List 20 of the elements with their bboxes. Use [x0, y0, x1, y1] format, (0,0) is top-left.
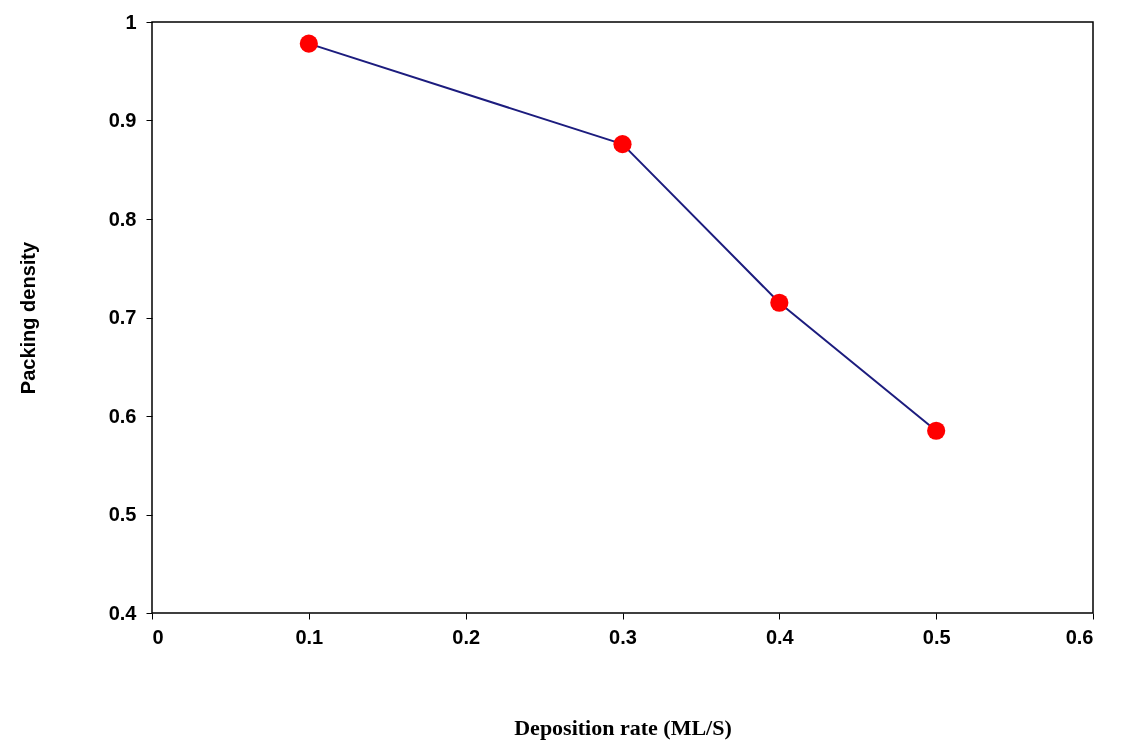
y-tick-label: 0.5 — [108, 503, 137, 525]
x-tick-label: 0.1 — [295, 625, 324, 648]
y-tick-label: 0.4 — [108, 601, 138, 624]
x-tick-label: 0.6 — [1065, 625, 1094, 648]
point — [770, 293, 789, 312]
point — [927, 421, 946, 440]
y-tick-label: 0.6 — [108, 404, 137, 427]
y-tick-label: 1 — [125, 10, 137, 33]
x-axis-title: Deposition rate (ML/S) — [514, 714, 732, 740]
y-axis-title: Packing density — [16, 240, 39, 395]
x-tick-label: 0.4 — [765, 625, 795, 648]
x-tick-label: 0.2 — [452, 625, 481, 648]
point — [613, 135, 632, 154]
y-tick-label: 0.9 — [108, 109, 137, 131]
y-tick-label: 0.8 — [108, 207, 137, 230]
point — [299, 34, 318, 53]
y-tick-label: 0.7 — [108, 306, 137, 328]
x-tick-label: 0 — [152, 625, 164, 648]
x-tick-label: 0.3 — [609, 625, 637, 648]
x-tick-label: 0.5 — [922, 625, 951, 648]
